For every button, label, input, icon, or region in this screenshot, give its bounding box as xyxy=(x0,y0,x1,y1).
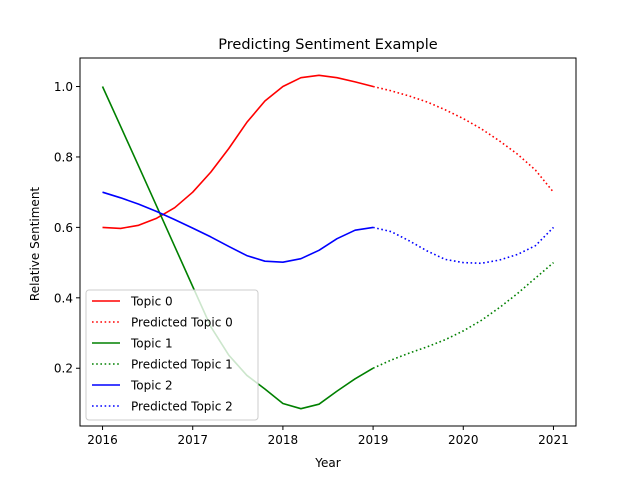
series-line-topic-0 xyxy=(102,74,374,230)
x-tick-label: 2017 xyxy=(177,433,208,447)
legend: Topic 0 Predicted Topic 0 Topic 1 Predicted… xyxy=(85,289,259,421)
series-line-predicted-topic-1 xyxy=(372,261,555,369)
series-line-topic-2 xyxy=(102,191,374,264)
x-tick-label: 2020 xyxy=(448,433,479,447)
x-axis-label: Year xyxy=(314,456,340,470)
legend-box xyxy=(85,289,259,421)
legend-label: Topic 0 xyxy=(130,295,173,309)
y-tick-label: 0.6 xyxy=(54,221,73,235)
legend-label: Topic 1 xyxy=(130,337,173,351)
chart-title: Predicting Sentiment Example xyxy=(218,37,438,53)
legend-label: Topic 2 xyxy=(130,379,173,393)
x-tick-label: 2016 xyxy=(87,433,118,447)
series-line-predicted-topic-0 xyxy=(372,85,555,193)
y-tick-label: 0.8 xyxy=(54,150,73,164)
legend-label: Predicted Topic 0 xyxy=(131,316,233,330)
legend-label: Predicted Topic 2 xyxy=(131,400,233,414)
y-tick-label: 1.0 xyxy=(54,80,73,94)
x-tick-label: 2021 xyxy=(538,433,569,447)
y-axis-label: Relative Sentiment xyxy=(28,187,42,302)
y-axis-ticks: 0.2 0.4 0.6 0.8 1.0 xyxy=(54,80,80,376)
legend-label: Predicted Topic 1 xyxy=(131,358,233,372)
plot-frame xyxy=(79,57,577,427)
x-tick-label: 2019 xyxy=(358,433,389,447)
series-line-predicted-topic-2 xyxy=(372,226,555,265)
x-axis-ticks: 2016 2017 2018 2019 2020 2021 xyxy=(87,426,569,447)
y-tick-label: 0.4 xyxy=(54,291,73,305)
x-tick-label: 2018 xyxy=(268,433,299,447)
y-tick-label: 0.2 xyxy=(54,362,73,376)
